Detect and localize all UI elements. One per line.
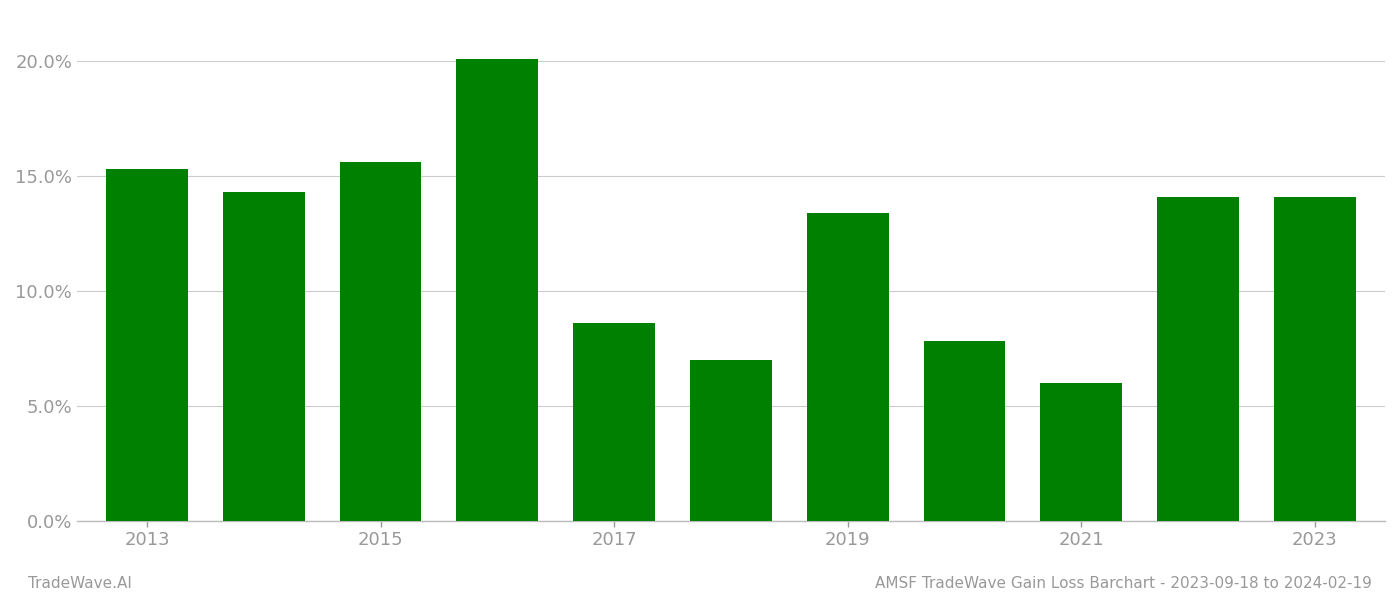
Bar [223,192,305,521]
Bar [690,360,771,521]
Bar [1274,197,1355,521]
Bar [1158,197,1239,521]
Bar [806,212,889,521]
Text: TradeWave.AI: TradeWave.AI [28,576,132,591]
Bar [1040,383,1123,521]
Text: AMSF TradeWave Gain Loss Barchart - 2023-09-18 to 2024-02-19: AMSF TradeWave Gain Loss Barchart - 2023… [875,576,1372,591]
Bar [340,162,421,521]
Bar [924,341,1005,521]
Bar [106,169,188,521]
Bar [573,323,655,521]
Bar [456,59,538,521]
